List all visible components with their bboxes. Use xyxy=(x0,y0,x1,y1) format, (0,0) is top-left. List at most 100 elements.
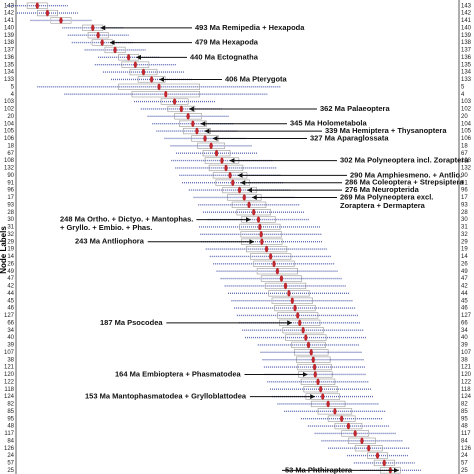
node-label: 40 xyxy=(7,335,14,341)
median xyxy=(321,393,325,400)
node-label: 137 xyxy=(461,48,472,54)
annotation-line: 243 Ma Antliophora xyxy=(75,237,145,246)
annotation: 276 Ma Neuropterida xyxy=(345,185,420,194)
median xyxy=(269,253,273,260)
median xyxy=(96,31,100,39)
median xyxy=(258,223,262,231)
node-label: 4 xyxy=(11,92,15,98)
node-label: 133 xyxy=(461,77,472,83)
node-label: 118 xyxy=(4,387,14,393)
median xyxy=(91,24,95,32)
node-label: 5 xyxy=(11,84,15,90)
median xyxy=(157,83,161,91)
node-label: 44 xyxy=(7,291,14,297)
node-label: 121 xyxy=(4,365,15,371)
node-label: 46 xyxy=(461,306,468,312)
node-label: 127 xyxy=(461,313,472,319)
node-label: 40 xyxy=(461,335,468,341)
node-label: 45 xyxy=(461,298,468,304)
node-label: 18 xyxy=(461,143,468,149)
median xyxy=(283,282,288,290)
node-label: 29 xyxy=(461,239,468,245)
annotation-line: 164 Ma Embioptera + Phasmatodea xyxy=(115,369,242,378)
median xyxy=(133,61,137,69)
node-label: 17 xyxy=(461,195,468,201)
median xyxy=(224,164,228,172)
median xyxy=(59,17,63,24)
node-label: 124 xyxy=(461,394,472,400)
node-label: 44 xyxy=(461,291,468,297)
annotation: 290 Ma Amphiesmeno. + Antlio. xyxy=(350,170,462,179)
node-label: 20 xyxy=(7,114,14,120)
median xyxy=(179,105,183,113)
node-label: 38 xyxy=(7,357,14,363)
node-label: 143 xyxy=(461,3,472,9)
median xyxy=(316,378,320,386)
node-label: 82 xyxy=(461,402,468,408)
median xyxy=(346,422,351,430)
annotation: 327 Ma Aparaglossata xyxy=(310,133,389,142)
node-label: 138 xyxy=(4,40,15,46)
annotation: 302 Ma Polyneoptera incl. Zoraptera xyxy=(340,156,469,165)
annotation: 345 Ma Holometabola xyxy=(290,119,368,128)
annotation: 286 Ma Coleoptera + Strepsiptera xyxy=(345,178,464,187)
node-label: 49 xyxy=(461,269,468,275)
median xyxy=(164,90,168,98)
node-label: 66 xyxy=(7,320,14,326)
node-label: 96 xyxy=(7,188,14,194)
node-label: 48 xyxy=(461,424,468,430)
node-label: 117 xyxy=(4,431,14,437)
node-label: 24 xyxy=(461,453,468,459)
node-label: 39 xyxy=(7,343,14,349)
annotation-line: 345 Ma Holometabola xyxy=(290,119,368,128)
node-label: 29 xyxy=(7,239,14,245)
median xyxy=(259,230,263,238)
node-label: 117 xyxy=(461,431,471,437)
median xyxy=(172,98,177,105)
median xyxy=(264,245,269,253)
annotation-line: 286 Ma Coleoptera + Strepsiptera xyxy=(345,178,464,187)
node-label: 25 xyxy=(7,468,14,474)
median xyxy=(242,194,246,201)
median xyxy=(311,356,315,364)
median xyxy=(191,120,195,128)
node-label: 82 xyxy=(7,402,14,408)
median xyxy=(237,186,242,194)
node-label: 31 xyxy=(461,225,468,231)
annotation: 243 Ma Antliophora xyxy=(75,237,145,246)
median xyxy=(100,39,104,46)
node-label: 103 xyxy=(4,99,15,105)
node-label: 14 xyxy=(7,254,14,260)
node-label: 46 xyxy=(7,306,14,312)
median xyxy=(279,275,284,282)
node-label: 5 xyxy=(461,84,465,90)
annotation-line: 339 Ma Hemiptera + Thysanoptera xyxy=(325,126,447,135)
node-label: 137 xyxy=(4,48,15,54)
node-label: 141 xyxy=(461,18,472,24)
median xyxy=(214,149,219,157)
node-label: 47 xyxy=(461,276,468,282)
median xyxy=(340,415,344,423)
median xyxy=(252,208,256,216)
annotation: 164 Ma Embioptera + Phasmatodea xyxy=(115,369,242,378)
node-label: 4 xyxy=(461,92,465,98)
node-label: 31 xyxy=(7,225,14,231)
node-label: 20 xyxy=(461,114,468,120)
node-label: 32 xyxy=(461,232,468,238)
node-label: 93 xyxy=(7,202,14,208)
node-label: 42 xyxy=(461,284,468,290)
node-label: 17 xyxy=(7,195,14,201)
annotation-line: + Gryllo. + Embio. + Phas. xyxy=(60,223,152,232)
node-label: 136 xyxy=(4,55,15,61)
node-label: 18 xyxy=(7,143,14,149)
node-label: 96 xyxy=(461,188,468,194)
node-label: 108 xyxy=(4,158,15,164)
annotation-line: 479 Ma Hexapoda xyxy=(195,38,259,47)
median xyxy=(275,267,280,275)
median xyxy=(260,238,264,246)
median xyxy=(141,68,146,76)
annotation: 153 Ma Mantophasmatodea + Grylloblattode… xyxy=(85,392,247,401)
node-label: 26 xyxy=(7,261,14,267)
node-label: 106 xyxy=(461,136,472,142)
node-label: 45 xyxy=(7,298,14,304)
